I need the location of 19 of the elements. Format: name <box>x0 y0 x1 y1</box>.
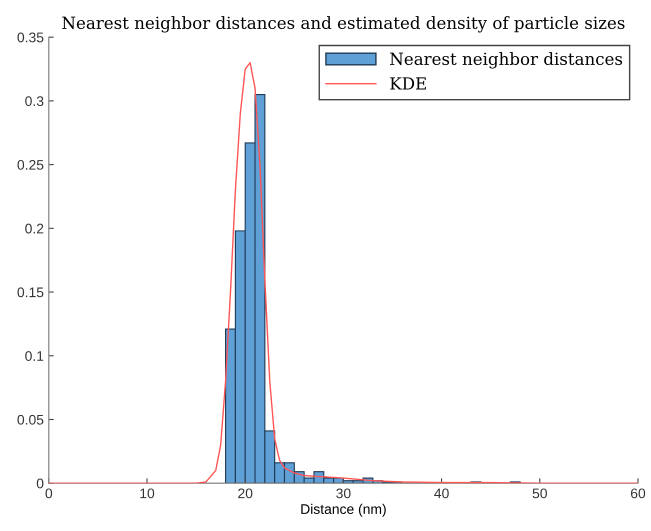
legend-label: KDE <box>390 77 426 90</box>
y-tick-label: 0.15 <box>17 287 44 298</box>
x-tick-label: 40 <box>434 488 449 498</box>
x-tick-label: 50 <box>532 488 547 498</box>
y-tick-label: 0.3 <box>25 96 44 106</box>
chart-title: Nearest neighbor distances and estimated density of particle sizes <box>62 16 625 33</box>
x-tick-label: 20 <box>238 488 252 498</box>
y-tick-label: 0.2 <box>25 224 44 234</box>
y-tick-label: 0.1 <box>25 351 44 361</box>
x-axis-title: Distance (nm) <box>301 504 386 517</box>
legend-label: Nearest neighbor distances <box>390 52 622 69</box>
y-tick-label: 0 <box>36 478 44 488</box>
x-tick-label: 10 <box>140 488 154 498</box>
y-tick-label: 0.25 <box>17 160 44 170</box>
y-tick-label: 0.35 <box>17 32 44 42</box>
x-tick-label: 0 <box>46 488 52 498</box>
x-tick-label: 30 <box>336 488 351 498</box>
y-tick-label: 0.05 <box>17 414 44 425</box>
x-tick-label: 60 <box>630 488 646 498</box>
